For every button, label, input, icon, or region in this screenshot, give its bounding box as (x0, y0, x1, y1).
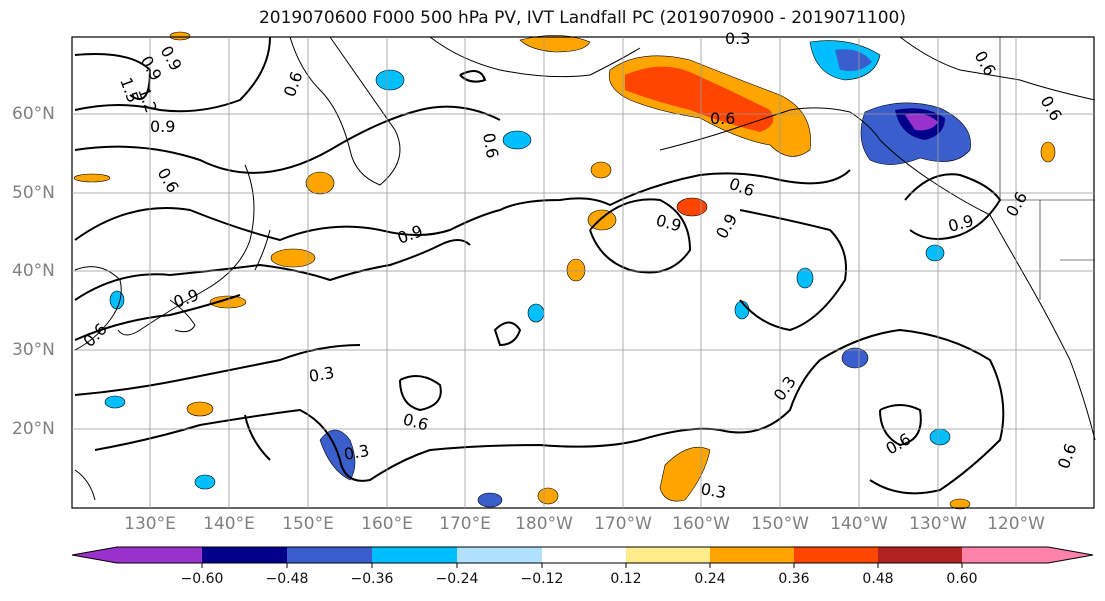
positive-anomaly-patch (186, 401, 214, 417)
positive-anomaly-patch (209, 295, 247, 309)
positive-anomaly-patch (625, 66, 774, 132)
pv-contours (74, 36, 1005, 495)
map-frame (71, 36, 1095, 509)
coastlines (74, 36, 1096, 501)
lon-label: 130°E (124, 514, 176, 534)
contour-label: 0.3 (307, 363, 335, 386)
lat-label: 60°N (12, 104, 55, 124)
negative-anomaly-patch (841, 347, 869, 369)
positive-anomaly-patch (73, 173, 111, 183)
negative-anomaly-patch (925, 244, 945, 262)
lat-label: 50°N (12, 183, 55, 203)
positive-anomaly-patch (519, 35, 591, 53)
colorbar-outline (71, 546, 1094, 564)
contour-label: 0.3 (770, 373, 800, 405)
lon-label: 150°W (751, 514, 809, 534)
contour-label: 0.9 (395, 221, 425, 248)
lon-label: 170°E (439, 514, 491, 534)
colorbar-segment (287, 547, 372, 563)
colorbar-lower-extension (72, 547, 117, 563)
contour-label: 0.3 (699, 479, 727, 502)
colorbar (71, 546, 1094, 568)
lon-label: 160°E (361, 514, 413, 534)
contour-label: 0.6 (79, 319, 110, 350)
colorbar-tick-label: −0.60 (180, 571, 224, 587)
political-borders (999, 37, 1095, 300)
negative-anomaly-patch (375, 69, 405, 91)
colorbar-tick-label: 0.48 (862, 571, 894, 587)
colorbar-upper-extension (1048, 547, 1093, 563)
positive-anomaly-patch (566, 258, 586, 282)
positive-anomaly-patch (659, 446, 711, 502)
colorbar-segment (878, 547, 962, 563)
negative-anomaly-patch (194, 474, 216, 490)
colorbar-segment (626, 547, 710, 563)
positive-anomaly-patch (305, 171, 335, 195)
contour-label: 0.6 (479, 131, 502, 159)
lon-label: 180°W (515, 514, 573, 534)
positive-anomaly-patch (949, 498, 971, 510)
positive-anomaly-patch (169, 31, 191, 41)
positive-anomaly-patch (270, 248, 316, 268)
colorbar-segment (117, 547, 202, 563)
lon-label: 150°E (282, 514, 334, 534)
colorbar-tick-label: 0.24 (694, 571, 726, 587)
colorbar-tick-label: 0.36 (778, 571, 810, 587)
contour-label: 0.6 (727, 174, 757, 201)
contour-label: 1.2 (134, 85, 161, 115)
positive-anomaly-patch (590, 161, 612, 179)
negative-anomaly-patch (527, 303, 545, 323)
contour-label: 0.6 (401, 410, 431, 435)
contour-label: 0.6 (1054, 441, 1081, 471)
colorbar-tick-label: −0.24 (435, 571, 479, 587)
contour-label: 0.6 (154, 165, 183, 197)
contour-label: 0.9 (150, 117, 175, 136)
lon-label: 140°W (830, 514, 888, 534)
lat-label: 20°N (12, 419, 55, 439)
negative-anomaly-patch (109, 290, 125, 310)
colorbar-segment (710, 547, 794, 563)
negative-anomaly-patch (796, 267, 814, 289)
contour-label: 0.6 (1037, 93, 1066, 125)
negative-anomaly-patch (477, 492, 503, 508)
positive-anomaly-patch (676, 197, 708, 217)
colorbar-tick-label: 0.12 (610, 571, 642, 587)
lon-label: 170°W (594, 514, 652, 534)
anomaly-shading (73, 31, 1056, 510)
lon-label: 160°W (672, 514, 730, 534)
colorbar-segment (457, 547, 542, 563)
negative-anomaly-patch (502, 130, 532, 150)
contour-label: 0.3 (342, 441, 370, 464)
contour-label: 0.6 (280, 69, 307, 99)
colorbar-tick-label: −0.36 (350, 571, 394, 587)
colorbar-tick-label: −0.12 (520, 571, 564, 587)
negative-anomaly-patch (835, 49, 872, 71)
positive-anomaly-patch (537, 487, 559, 505)
contour-label: 0.3 (725, 29, 750, 48)
colorbar-tick-label: 0.60 (946, 571, 978, 587)
colorbar-segment (202, 547, 287, 563)
negative-anomaly-patch (104, 395, 126, 409)
gridlines (72, 37, 1094, 508)
colorbar-segment (372, 547, 457, 563)
contour-label: 0.6 (971, 48, 1000, 80)
colorbar-segment (542, 547, 626, 563)
positive-anomaly-patch (1040, 141, 1056, 163)
colorbar-segment (794, 547, 878, 563)
lat-label: 30°N (12, 340, 55, 360)
lon-label: 120°W (987, 514, 1045, 534)
contour-label: 0.6 (710, 109, 735, 128)
contour-label: 0.9 (712, 210, 741, 242)
lat-label: 40°N (12, 261, 55, 281)
map-title: 2019070600 F000 500 hPa PV, IVT Landfall… (258, 8, 906, 28)
contour-label: 0.9 (946, 211, 976, 236)
lon-label: 140°E (203, 514, 255, 534)
negative-anomaly-patch (905, 113, 938, 131)
colorbar-segment (962, 547, 1048, 563)
colorbar-tick-label: −0.48 (265, 571, 309, 587)
negative-anomaly-patch (929, 428, 951, 446)
lon-label: 130°W (909, 514, 967, 534)
